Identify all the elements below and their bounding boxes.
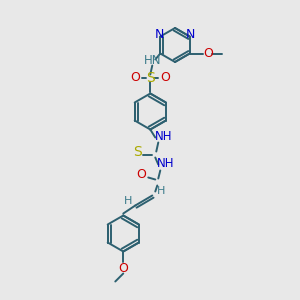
Text: O: O [130,71,140,84]
Text: NH: NH [154,130,172,143]
Text: O: O [136,168,146,181]
Text: S: S [133,146,142,160]
Text: H: H [124,196,133,206]
Text: O: O [118,262,128,275]
Text: O: O [203,47,213,60]
Text: O: O [160,71,170,84]
Text: N: N [186,28,195,41]
Text: S: S [146,70,155,85]
Text: N: N [154,28,164,41]
Text: HN: HN [143,54,161,67]
Text: H: H [157,185,166,196]
Text: NH: NH [157,157,174,170]
